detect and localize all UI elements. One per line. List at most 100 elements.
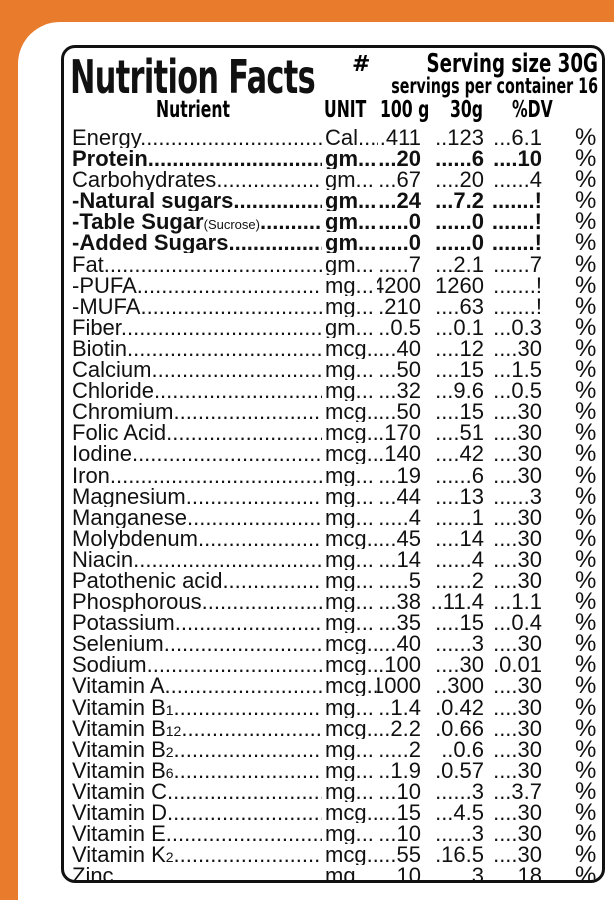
percent-sign: % — [575, 548, 597, 570]
nutrient-name: -Natural sugars — [72, 190, 322, 211]
nutrient-row: Proteingm.....20 ......6 ....10% — [72, 148, 602, 169]
value-per-30g: ...4.5 — [435, 802, 484, 823]
nutrient-name: Protein — [72, 148, 322, 169]
value-daily-value: ....30 — [493, 696, 542, 718]
value-per-30g: ......3 — [435, 823, 484, 845]
nutrient-name: Selenium — [72, 633, 322, 654]
value-per-100g: ....44 — [377, 485, 421, 507]
nutrient-unit: mg. — [325, 380, 377, 401]
value-per-30g: ....42 — [435, 443, 484, 465]
nutrient-unit: mcg — [325, 654, 377, 675]
value-per-30g: ..300 — [435, 675, 484, 697]
value-daily-value: ...0.5 — [493, 380, 542, 402]
value-daily-value: ....30 — [493, 422, 542, 444]
value-per-30g: ......0 — [435, 232, 484, 254]
nutrient-name: Iron — [72, 465, 322, 486]
nutrient-unit: gm. — [325, 254, 377, 275]
percent-sign: % — [575, 865, 597, 883]
value-per-100g: ...10 — [378, 780, 421, 802]
value-daily-value: .0.01 — [493, 654, 542, 676]
nutrient-row: Chromiummcg....50 ....15 ....30% — [72, 401, 602, 422]
nutrient-name: Vitamin B12 — [72, 718, 322, 742]
nutrient-name: Chromium — [72, 401, 322, 422]
value-per-100g: ...1.4 — [377, 696, 421, 718]
percent-sign: % — [575, 148, 597, 170]
nutrient-name: Magnesium — [72, 486, 322, 507]
nutrient-name: Biotin — [72, 338, 322, 359]
nutrient-name: -Table Sugar(Sucrose) — [72, 211, 322, 235]
nutrient-row: Vitamin B6mg....1.9 .0.57 ....30% — [72, 759, 602, 782]
nutrient-row: Vitamin Emg.....10 ......3 ....30% — [72, 823, 602, 844]
value-daily-value: ....30 — [493, 506, 542, 528]
value-per-30g: ....14 — [435, 527, 484, 549]
value-daily-value: ...0.3 — [493, 316, 542, 338]
value-per-100g: ....10 — [377, 823, 421, 845]
percent-sign: % — [575, 253, 597, 275]
nutrient-unit: mg. — [325, 612, 377, 633]
value-per-100g: ......7 — [377, 253, 421, 275]
percent-sign: % — [575, 675, 597, 697]
nutrient-name: Niacin — [72, 549, 322, 570]
value-per-30g: ....15 — [435, 612, 484, 634]
percent-sign: % — [575, 295, 597, 317]
percent-sign: % — [575, 169, 597, 191]
value-per-30g: ....12 — [435, 337, 484, 359]
value-per-100g: ...2.2 — [377, 717, 421, 739]
percent-sign: % — [575, 380, 597, 402]
label-title: Nutrition Facts — [70, 50, 316, 104]
nutrient-row: Vitamin Amcg1000 ..300 ....30% — [72, 675, 602, 696]
nutrient-name: Folic Acid — [72, 422, 322, 443]
nutrient-name: Vitamin A — [72, 675, 322, 696]
value-daily-value: ....30 — [493, 738, 542, 760]
nutrient-unit: mcg — [325, 675, 377, 696]
value-per-100g: ...1.9 — [377, 759, 421, 781]
nutrient-row: Calciummg.....50 ....15 ...1.5% — [72, 359, 602, 380]
percent-sign: % — [575, 422, 597, 444]
nutrient-unit: mg. — [325, 591, 377, 612]
nutrient-unit: gm. — [325, 190, 377, 211]
nutrient-unit: mg. — [325, 296, 377, 317]
value-daily-value: ......3 — [493, 485, 542, 507]
nutrient-name: Iodine — [72, 443, 322, 464]
value-per-30g: ....63 — [435, 295, 484, 317]
value-per-30g: .0.42 — [435, 696, 484, 718]
value-per-30g: ......6 — [435, 464, 484, 486]
value-per-100g: ...411 — [377, 127, 421, 148]
value-daily-value: ....30 — [493, 823, 542, 845]
value-per-100g: ....24 — [377, 190, 421, 212]
value-per-30g: ......4 — [435, 548, 484, 570]
nutrient-row: -Table Sugar(Sucrose)gm.......0......0..… — [72, 211, 602, 235]
nutrient-name: Vitamin K2 — [72, 844, 322, 868]
percent-sign: % — [575, 464, 597, 486]
value-daily-value: ....18 — [493, 865, 542, 883]
value-per-100g: 1000 — [377, 675, 421, 697]
column-header-unit: UNIT — [324, 97, 367, 123]
value-daily-value: ....30 — [493, 844, 542, 866]
value-per-30g: ..11.4 — [430, 591, 484, 613]
value-per-100g: ....40 — [377, 337, 421, 359]
value-per-100g: ....20 — [377, 148, 421, 170]
nutrient-unit: mg. — [325, 465, 377, 486]
title-footnote-mark: # — [352, 52, 371, 77]
value-per-30g: ..0.6 — [441, 738, 484, 760]
servings-per-container: servings per container 16 — [391, 74, 598, 98]
percent-sign: % — [575, 759, 597, 781]
nutrient-unit: mg. — [325, 486, 377, 507]
value-per-30g: ......0 — [435, 211, 484, 233]
nutrient-name: Potassium — [72, 612, 322, 633]
nutrient-unit: gm. — [325, 169, 377, 190]
value-per-100g: ......4 — [377, 506, 421, 528]
value-daily-value: ....30 — [493, 464, 542, 486]
nutrient-unit: mg. — [325, 739, 377, 760]
value-per-30g: ..123 — [435, 127, 484, 148]
value-per-100g: ..140 — [377, 443, 421, 465]
value-per-100g: ..170 — [377, 422, 421, 444]
percent-sign: % — [575, 527, 597, 549]
value-daily-value: ...1.5 — [493, 359, 542, 381]
nutrient-unit: gm. — [325, 317, 377, 338]
value-per-30g: ......1 — [435, 506, 484, 528]
percent-sign: % — [575, 211, 597, 233]
nutrient-row: Vitamin B12mcg...2.2 .0.66 ....30% — [72, 717, 602, 742]
nutrient-row: Niacinmg.....14 ......4 ....30% — [72, 549, 602, 570]
nutrient-unit: mg. — [325, 549, 377, 570]
